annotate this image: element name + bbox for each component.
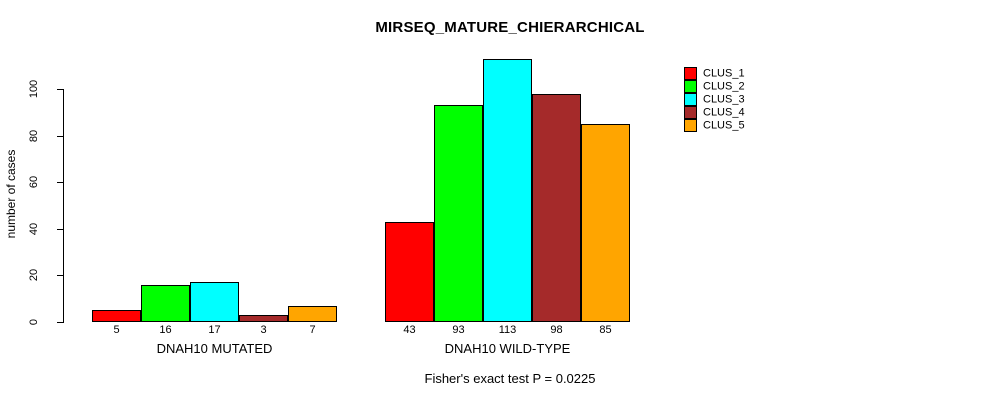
y-axis-tick [57,182,63,183]
bar-clus_3 [483,59,532,322]
bar-value-label: 3 [260,324,267,336]
legend-label: CLUS_5 [703,119,745,132]
bar-value-label: 17 [208,324,221,336]
legend: CLUS_1 CLUS_2 CLUS_3 CLUS_4 CLUS_5 [684,67,745,133]
bar-clus_4 [239,315,288,322]
bar-value-label: 16 [159,324,172,336]
y-axis-tick-label: 60 [28,175,40,189]
bar-value-label: 5 [113,324,120,336]
legend-swatch-clus_5 [684,119,697,133]
bar-clus_5 [288,306,337,322]
bar-clus_5 [581,124,630,322]
bar-clus_1 [385,222,434,322]
y-axis-tick-label: 20 [28,268,40,282]
y-axis-tick [57,275,63,276]
y-axis-tick-label: 80 [28,129,40,143]
chart-title: MIRSEQ_MATURE_CHIERARCHICAL [375,19,645,36]
y-axis-tick [57,229,63,230]
y-axis-tick-label: 40 [28,222,40,236]
bar-value-label: 98 [550,324,563,336]
bar-clus_1 [92,310,141,322]
bar-value-label: 43 [403,324,416,336]
bar-value-label: 93 [452,324,465,336]
bar-value-label: 113 [498,324,517,336]
legend-label: CLUS_4 [703,106,745,119]
caption-fishers-test: Fisher's exact test P = 0.0225 [424,371,596,386]
bar-clus_2 [434,105,483,322]
legend-swatch-clus_4 [684,106,697,120]
x-axis-group-label: DNAH10 WILD-TYPE [444,341,571,356]
y-axis-tick-label: 100 [28,79,40,99]
bar-value-label: 7 [309,324,316,336]
legend-item-clus_5: CLUS_5 [684,119,745,133]
legend-item-clus_4: CLUS_4 [684,106,745,120]
legend-swatch-clus_2 [684,80,697,94]
legend-item-clus_3: CLUS_3 [684,93,745,107]
x-axis-group-label: DNAH10 MUTATED [156,341,273,356]
legend-item-clus_1: CLUS_1 [684,67,745,81]
legend-label: CLUS_1 [703,67,745,80]
legend-label: CLUS_2 [703,80,745,93]
bar-clus_3 [190,282,239,322]
bar-value-label: 85 [599,324,612,336]
legend-swatch-clus_3 [684,93,697,107]
y-axis-line [63,89,64,323]
legend-label: CLUS_3 [703,93,745,106]
legend-swatch-clus_1 [684,67,697,81]
bar-clus_2 [141,285,190,322]
bar-clus_4 [532,94,581,322]
y-axis-tick-label: 0 [28,318,40,326]
y-axis-tick [57,89,63,90]
legend-item-clus_2: CLUS_2 [684,80,745,94]
y-axis-tick [57,322,63,323]
y-axis-tick [57,136,63,137]
